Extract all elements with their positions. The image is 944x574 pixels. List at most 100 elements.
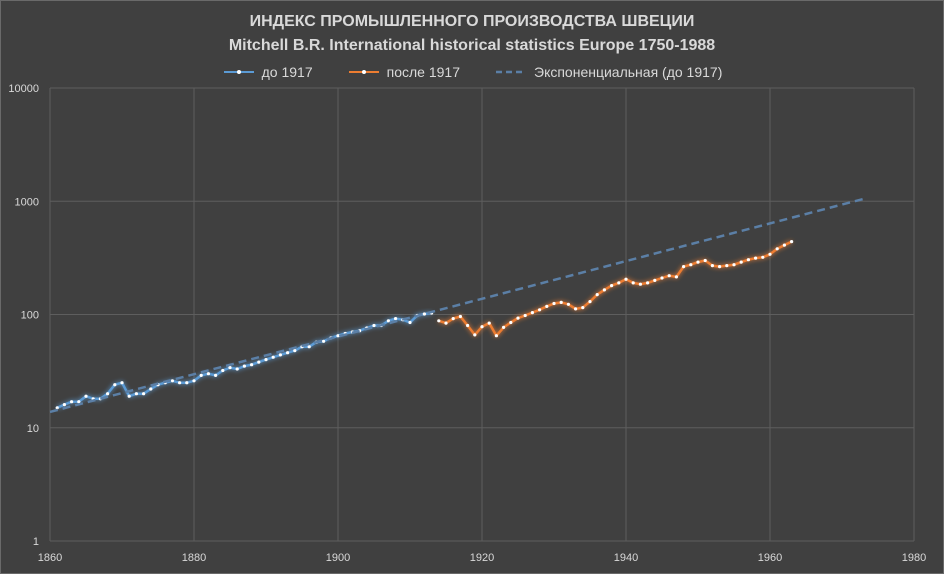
legend-item-series-2: после 1917 xyxy=(347,64,460,80)
axis-labels: 1 10 100 1000 10000 1860 1880 1900 1920 1940 1960 1… xyxy=(8,83,926,564)
data-point-s0-37 xyxy=(322,339,326,343)
data-point-s0-24 xyxy=(228,366,232,370)
data-point-s0-27 xyxy=(250,363,254,367)
data-point-s1-20 xyxy=(581,306,585,310)
data-point-s0-23 xyxy=(221,368,225,373)
x-tick-label-1: 1880 xyxy=(182,552,206,564)
legend-label-trendline: Экспоненциальная (до 1917) xyxy=(534,64,723,80)
trendline-2 xyxy=(49,197,864,414)
data-point-s0-33 xyxy=(293,349,297,353)
chart-subtitle: Mitchell B.R. International historical s… xyxy=(228,37,716,54)
data-point-s1-38 xyxy=(710,264,715,268)
data-point-s0-26 xyxy=(242,364,246,368)
data-point-s1-30 xyxy=(653,278,657,282)
data-point-s1-33 xyxy=(674,275,679,279)
data-point-s0-25 xyxy=(235,367,239,371)
data-point-s0-2 xyxy=(70,400,74,404)
data-point-s1-42 xyxy=(739,260,743,264)
data-point-s1-16 xyxy=(552,301,556,306)
data-point-s1-7 xyxy=(487,321,491,325)
data-point-s0-13 xyxy=(149,387,153,391)
data-point-s0-20 xyxy=(199,373,203,377)
data-point-s0-3 xyxy=(77,400,81,404)
y-tick-label-0: 1 xyxy=(33,536,39,548)
data-point-s1-18 xyxy=(566,302,571,306)
data-point-s0-1 xyxy=(62,403,66,407)
data-point-s0-32 xyxy=(286,351,290,355)
data-point-s1-43 xyxy=(746,258,751,262)
data-point-s0-28 xyxy=(257,360,261,364)
data-point-s1-40 xyxy=(725,264,729,268)
data-point-s0-17 xyxy=(178,381,182,385)
data-point-s0-31 xyxy=(278,353,282,357)
data-point-s0-21 xyxy=(206,372,210,376)
data-point-s1-9 xyxy=(502,325,506,329)
data-point-s0-12 xyxy=(142,392,146,396)
data-point-s1-17 xyxy=(559,300,563,304)
x-tick-label-2: 1900 xyxy=(326,552,350,564)
data-point-s1-0 xyxy=(437,319,441,323)
data-point-s0-22 xyxy=(214,373,218,377)
data-point-s1-15 xyxy=(545,304,549,308)
y-tick-label-4: 10000 xyxy=(8,83,39,95)
data-point-s1-36 xyxy=(696,260,700,264)
data-point-s1-35 xyxy=(689,263,693,267)
data-point-s1-45 xyxy=(761,255,765,259)
data-point-s1-26 xyxy=(624,277,628,281)
data-point-s1-41 xyxy=(732,263,736,267)
data-point-s0-10 xyxy=(127,394,131,398)
legend-item-trendline: Экспоненциальная (до 1917) xyxy=(494,64,722,80)
data-point-s0-39 xyxy=(336,334,340,338)
y-tick-label-1: 10 xyxy=(27,423,39,435)
data-point-s0-4 xyxy=(84,394,88,398)
data-point-s1-5 xyxy=(473,333,477,337)
data-point-s1-37 xyxy=(703,258,707,263)
data-point-s0-18 xyxy=(185,381,189,385)
data-point-s1-11 xyxy=(516,316,520,320)
data-point-s0-49 xyxy=(408,320,412,325)
data-point-s0-44 xyxy=(372,323,376,328)
data-point-s0-19 xyxy=(192,379,196,383)
data-point-s1-6 xyxy=(480,325,484,329)
chart-title: ИНДЕКС ПРОМЫШЛЕННОГО ПРОИЗВОДСТВА ШВЕЦИИ xyxy=(249,13,695,30)
data-point-s1-31 xyxy=(660,276,664,280)
x-tick-label-4: 1940 xyxy=(614,552,638,564)
data-point-s0-46 xyxy=(386,319,390,323)
series-line-1 xyxy=(438,240,793,337)
legend-swatch-trendline xyxy=(496,70,526,74)
data-point-s1-1 xyxy=(444,321,448,325)
data-point-s1-3 xyxy=(458,314,462,319)
data-point-s0-47 xyxy=(394,317,398,321)
data-point-s0-51 xyxy=(422,312,426,316)
x-tick-label-0: 1860 xyxy=(38,552,62,564)
legend-label-series-2: после 1917 xyxy=(386,64,460,80)
data-point-s0-16 xyxy=(170,379,174,383)
series-layer xyxy=(49,197,864,414)
data-point-s1-4 xyxy=(466,323,470,328)
data-point-s0-0 xyxy=(55,406,59,410)
legend-swatch-series-1 xyxy=(223,70,254,74)
data-point-s1-13 xyxy=(530,311,535,315)
y-tick-label-2: 100 xyxy=(21,310,39,322)
data-point-s0-30 xyxy=(271,355,275,359)
data-point-s0-35 xyxy=(307,345,311,349)
data-point-s1-27 xyxy=(631,281,635,285)
y-tick-label-3: 1000 xyxy=(15,196,39,208)
data-point-s0-8 xyxy=(113,383,117,387)
data-point-s1-34 xyxy=(682,265,686,269)
data-point-s1-10 xyxy=(509,320,513,325)
data-point-s1-22 xyxy=(595,293,599,297)
data-point-s1-12 xyxy=(523,313,527,318)
data-point-s1-49 xyxy=(790,240,794,244)
data-point-s1-14 xyxy=(538,308,542,312)
data-point-s0-29 xyxy=(264,358,268,362)
x-tick-label-3: 1920 xyxy=(470,552,494,564)
data-point-s0-9 xyxy=(120,381,124,385)
data-point-s1-24 xyxy=(610,284,614,288)
data-point-s1-23 xyxy=(602,288,607,292)
legend-item-series-1: до 1917 xyxy=(222,64,313,80)
x-tick-label-5: 1960 xyxy=(758,552,782,564)
data-point-s0-11 xyxy=(134,392,138,396)
